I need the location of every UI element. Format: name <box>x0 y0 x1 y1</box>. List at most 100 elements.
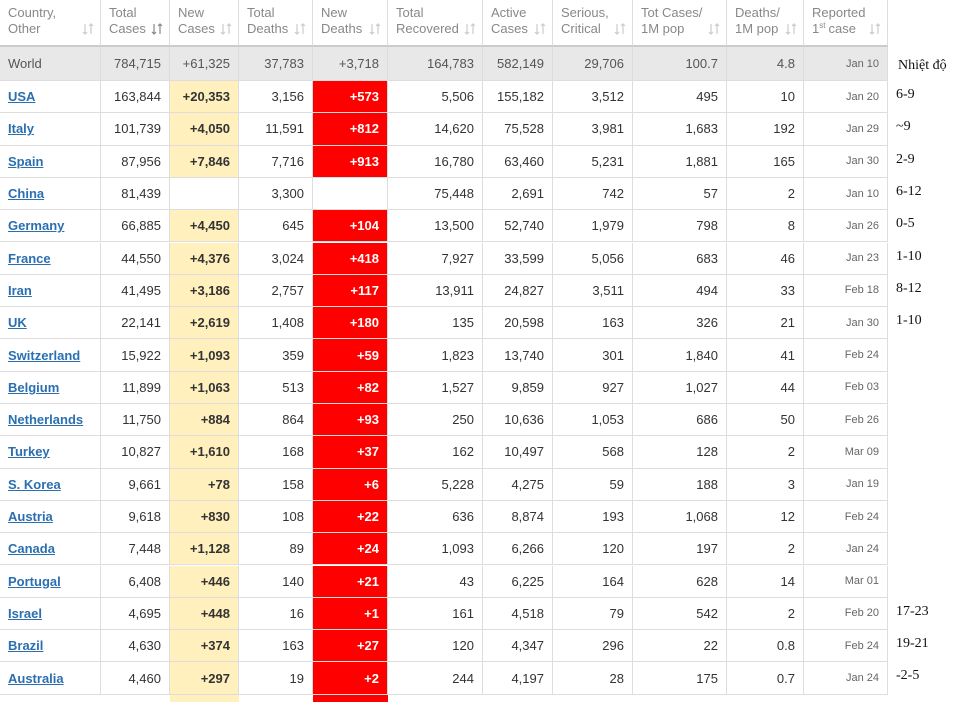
header-line: Cases <box>109 21 146 36</box>
data-cell: 2,757 <box>239 274 313 308</box>
country-cell: Australia <box>0 662 101 695</box>
column-header[interactable]: Country, Other <box>0 0 101 47</box>
country-link[interactable]: Switzerland <box>8 347 81 363</box>
column-header[interactable]: Total Recovered <box>388 0 483 47</box>
data-cell: 33,599 <box>483 242 553 275</box>
sort-icon[interactable] <box>534 23 546 35</box>
data-cell: 636 <box>388 500 483 534</box>
sort-icon[interactable] <box>614 23 626 35</box>
data-cell: 686 <box>633 404 727 437</box>
country-link[interactable]: S. Korea <box>8 476 61 492</box>
data-cell: 3,300 <box>239 177 313 211</box>
country-cell: Portugal <box>0 565 101 598</box>
data-cell: 359 <box>239 339 313 372</box>
data-cell: 63,460 <box>483 145 553 178</box>
data-cell: 101,739 <box>101 113 170 146</box>
country-link[interactable]: Italy <box>8 121 35 137</box>
data-cell: 1,527 <box>388 371 483 404</box>
data-cell: Feb 20 <box>804 597 888 631</box>
column-header[interactable]: Serious, Critical <box>553 0 633 47</box>
column-header[interactable]: Tot Cases/1M pop <box>633 0 727 47</box>
country-link[interactable]: Brazil <box>8 638 44 654</box>
country-link[interactable]: China <box>8 186 45 202</box>
data-cell: Jan 23 <box>804 242 888 275</box>
sort-icon[interactable] <box>294 23 306 35</box>
country-link[interactable]: UK <box>8 315 27 331</box>
country-link[interactable]: Canada <box>8 541 55 557</box>
data-cell: 24,827 <box>483 274 553 308</box>
header-line: Tot Cases/ <box>641 5 703 20</box>
data-cell: Feb 18 <box>804 274 888 308</box>
country-link[interactable]: Spain <box>8 153 44 169</box>
country-link[interactable]: Germany <box>8 218 65 234</box>
sort-icon[interactable] <box>708 23 720 35</box>
column-header[interactable]: New Cases <box>170 0 239 47</box>
data-cell: Feb 24 <box>804 630 888 663</box>
column-header[interactable]: New Deaths <box>313 0 388 47</box>
data-cell: +448 <box>170 597 239 631</box>
sort-icon[interactable] <box>464 23 476 35</box>
header-line: 1M pop <box>735 21 779 36</box>
data-cell: 33 <box>727 274 804 308</box>
data-cell: 44 <box>727 371 804 404</box>
data-cell: 81,439 <box>101 177 170 211</box>
column-header[interactable]: Total Deaths <box>239 0 313 47</box>
data-cell: Jan 10 <box>804 47 888 81</box>
data-cell: +117 <box>313 274 388 308</box>
data-cell: 43 <box>388 565 483 598</box>
country-link[interactable]: Israel <box>8 605 42 621</box>
country-link[interactable]: Netherlands <box>8 412 84 428</box>
data-cell: 5,056 <box>553 242 633 275</box>
data-cell: +374 <box>170 630 239 663</box>
sort-icon[interactable] <box>220 23 232 35</box>
sort-icon[interactable] <box>869 23 881 35</box>
data-cell: +37 <box>313 436 388 469</box>
data-cell: 4,275 <box>483 468 553 501</box>
data-cell: 301 <box>553 339 633 372</box>
data-cell: 22,141 <box>101 307 170 340</box>
country-link[interactable]: Australia <box>8 670 64 686</box>
country-link[interactable]: USA <box>8 89 36 105</box>
data-cell: 87,956 <box>101 145 170 178</box>
data-cell: 1,408 <box>239 307 313 340</box>
sort-icon[interactable] <box>785 23 797 35</box>
temperature-value: 8-12 <box>896 280 922 296</box>
data-cell: 1,823 <box>388 339 483 372</box>
header-line: New <box>178 5 205 20</box>
country-link[interactable]: Portugal <box>8 573 61 589</box>
country-link[interactable]: France <box>8 250 51 266</box>
data-cell: 0.8 <box>727 630 804 663</box>
data-cell: 683 <box>633 242 727 275</box>
header-line: Reported <box>812 5 866 20</box>
data-cell: 7,448 <box>101 533 170 566</box>
data-cell: 161 <box>388 597 483 631</box>
country-link[interactable]: Iran <box>8 282 32 298</box>
data-cell: 1,683 <box>633 113 727 146</box>
data-cell: 193 <box>553 500 633 534</box>
sort-icon[interactable] <box>369 23 381 35</box>
country-link[interactable]: Austria <box>8 509 53 525</box>
data-cell: 864 <box>239 404 313 437</box>
sort-icon[interactable] <box>151 23 163 35</box>
data-cell: 4.8 <box>727 47 804 81</box>
country-cell: USA <box>0 81 101 114</box>
data-cell: 192 <box>727 113 804 146</box>
temperature-value: 0-5 <box>896 216 915 232</box>
temperature-value: -2-5 <box>896 668 920 684</box>
data-cell: 4,518 <box>483 597 553 631</box>
header-line: Cases <box>491 21 528 36</box>
data-cell: 11,591 <box>239 113 313 146</box>
sort-icon[interactable] <box>82 23 94 35</box>
partial-row-new-cases <box>170 695 239 702</box>
country-link[interactable]: Belgium <box>8 379 60 395</box>
country-cell: Italy <box>0 113 101 146</box>
country-link[interactable]: Turkey <box>8 444 50 460</box>
data-cell: +3,186 <box>170 274 239 308</box>
column-header[interactable]: Deaths/1M pop <box>727 0 804 47</box>
header-line: Active <box>491 5 527 20</box>
data-cell: 3,981 <box>553 113 633 146</box>
column-header[interactable]: Total Cases <box>101 0 170 47</box>
column-header[interactable]: Reported 1st case <box>804 0 888 47</box>
column-header[interactable]: Active Cases <box>483 0 553 47</box>
header-line: Critical <box>561 21 601 36</box>
